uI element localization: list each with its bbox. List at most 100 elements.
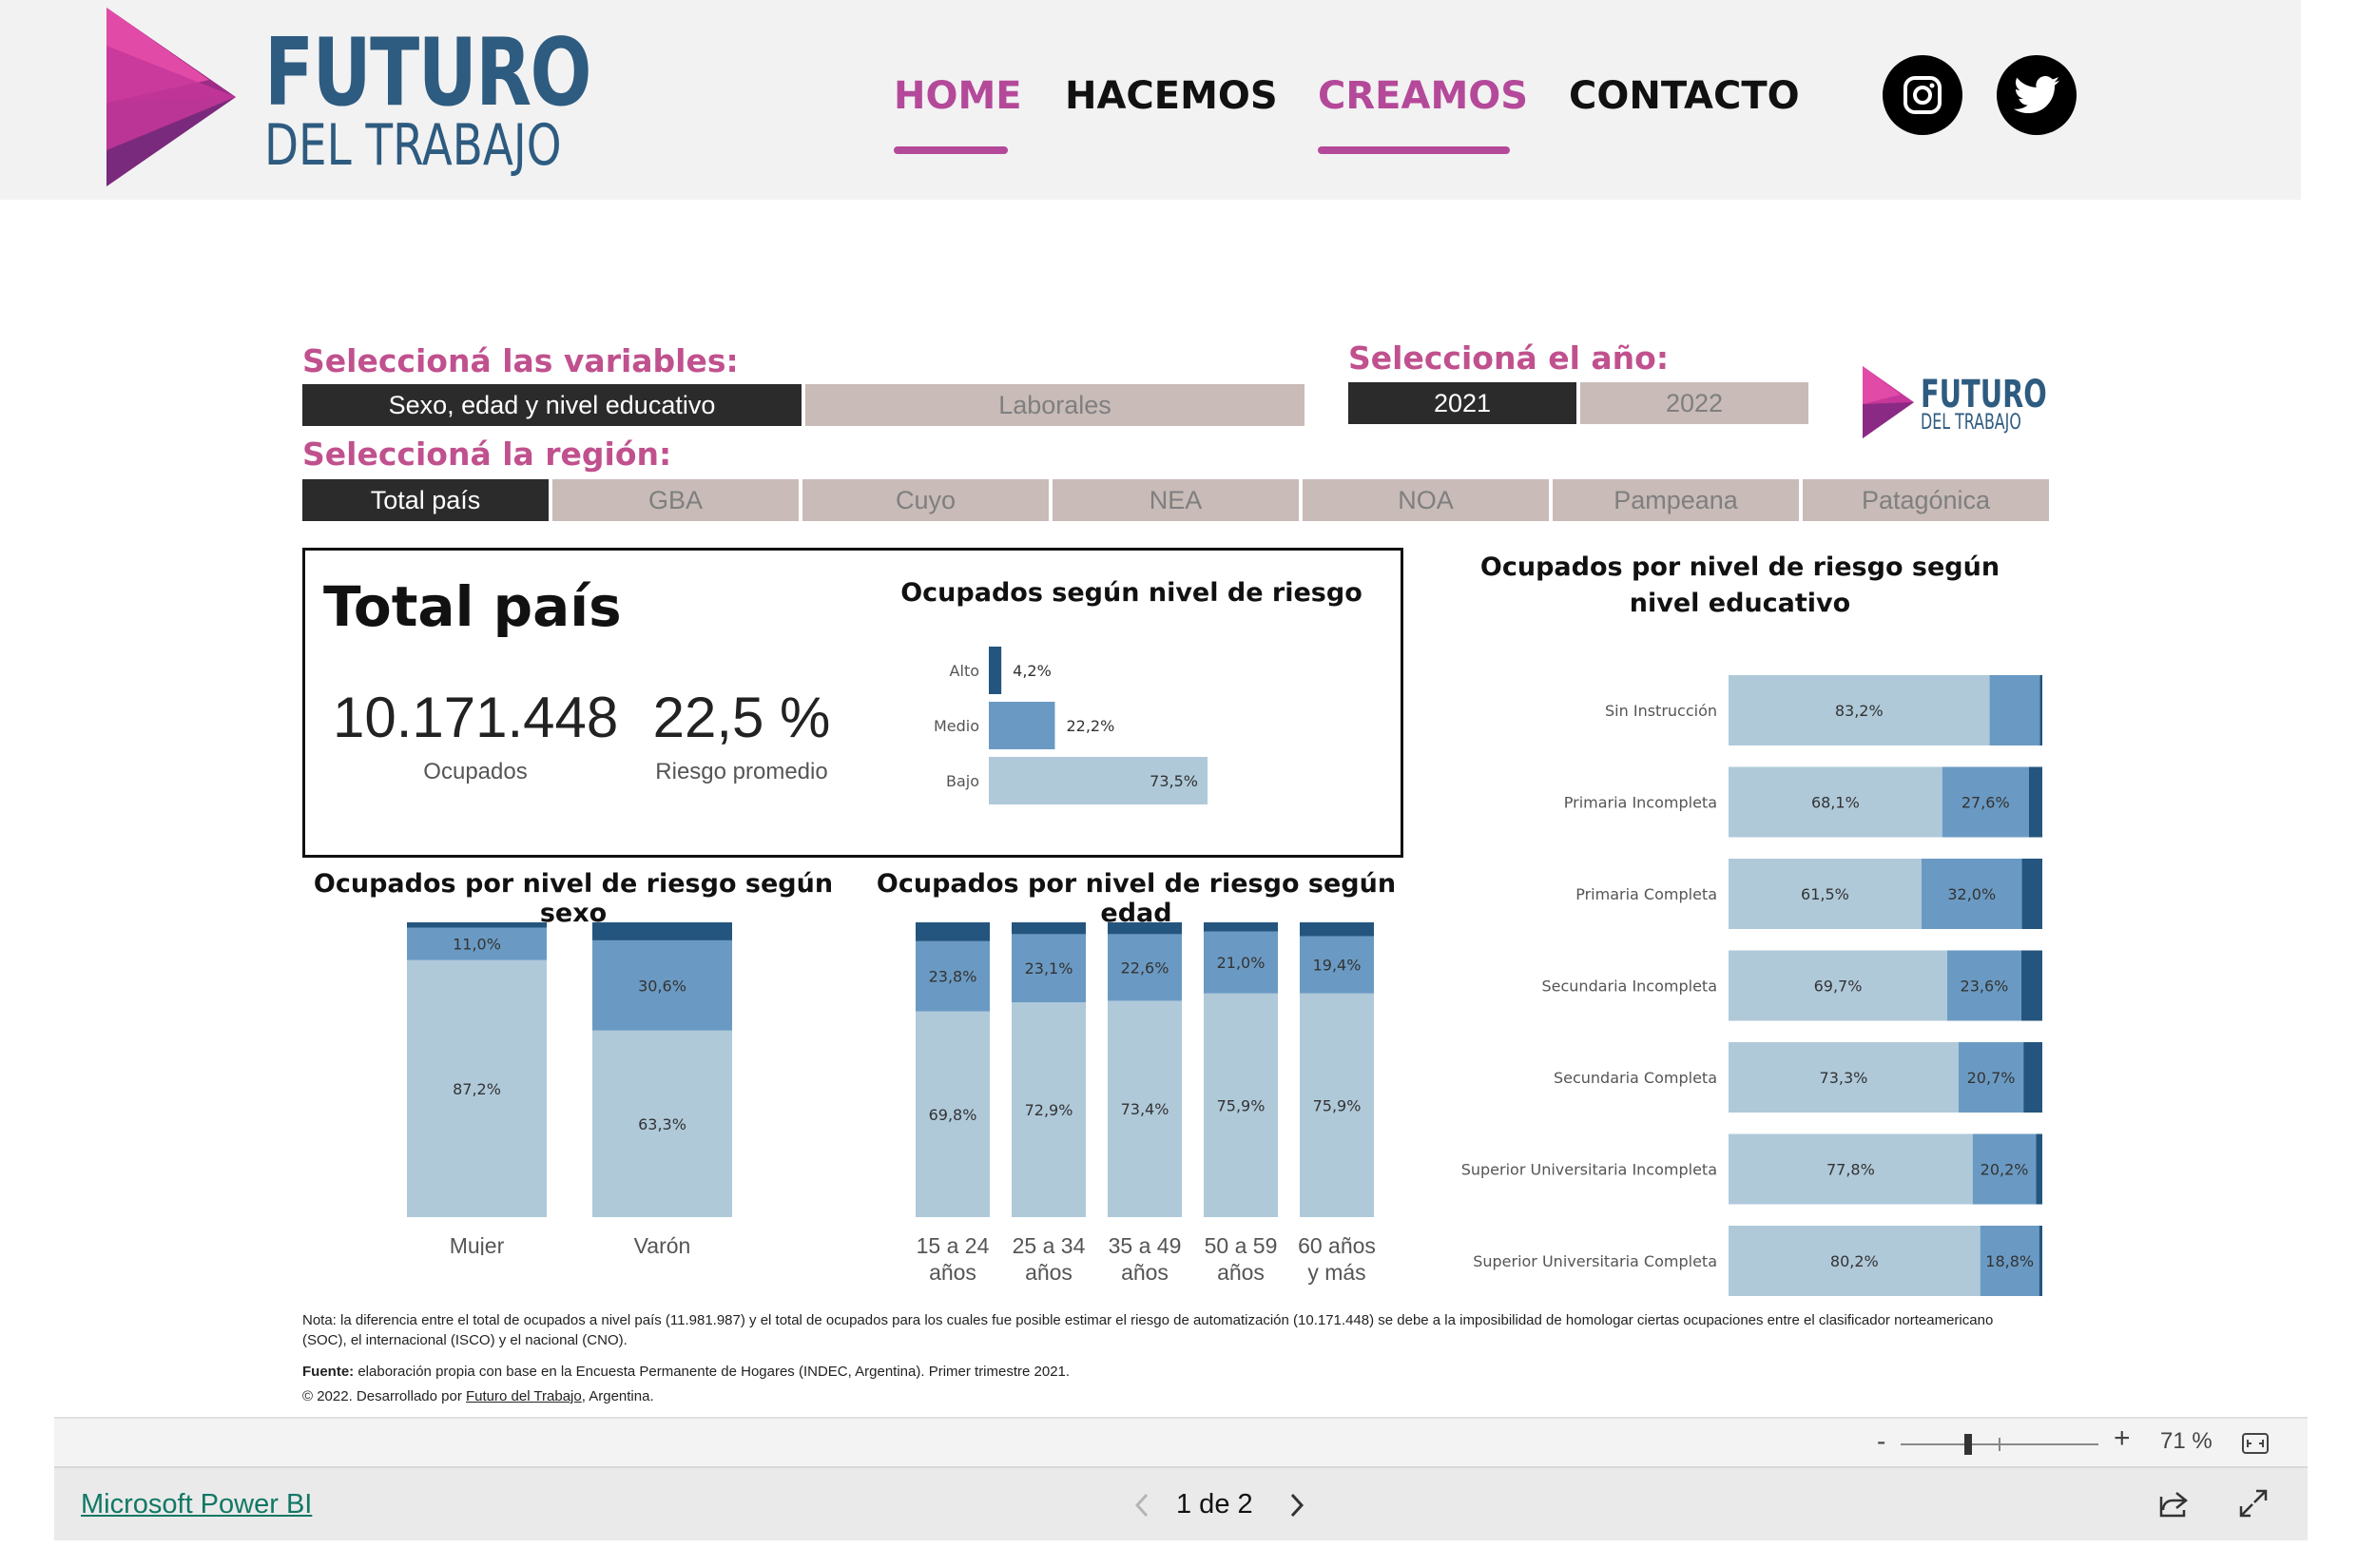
educativo-segment-alto — [2039, 1226, 2042, 1296]
nav-contacto[interactable]: CONTACTO — [1569, 74, 1800, 118]
previous-page-icon[interactable] — [1133, 1493, 1150, 1518]
stack-segment-alto — [916, 922, 990, 941]
zoom-out-button[interactable]: - — [1877, 1426, 1886, 1456]
stack-value-label: 23,1% — [1025, 959, 1073, 978]
nav-creamos[interactable]: CREAMOS — [1318, 74, 1529, 118]
educativo-segment-medio — [1921, 859, 2022, 929]
fit-to-page-icon[interactable] — [2241, 1431, 2270, 1456]
stack-segment-bajo — [916, 1011, 990, 1217]
powerbi-brand-link[interactable]: Microsoft Power BI — [81, 1489, 313, 1520]
educativo-category-label: Primaria Completa — [1575, 885, 1717, 903]
footnote-fuente-text: elaboración propia con base en la Encues… — [354, 1364, 1071, 1380]
kpi-riesgo-label: Riesgo promedio — [655, 759, 828, 784]
variable-sexo-edad-button[interactable]: Sexo, edad y nivel educativo — [302, 384, 802, 426]
year-2022-button[interactable]: 2022 — [1580, 382, 1808, 424]
kpi-ocupados-label: Ocupados — [423, 759, 528, 784]
powerbi-zoom-bar: - + 71 % — [54, 1417, 2308, 1468]
powerbi-footer: Microsoft Power BI 1 de 2 — [54, 1466, 2308, 1540]
zoom-level: 71 % — [2160, 1428, 2213, 1454]
riesgo-bar-bajo — [989, 757, 1208, 804]
page-indicator: 1 de 2 — [1176, 1489, 1253, 1520]
educativo-segment-bajo — [1729, 1042, 1959, 1113]
brand-logo-line2[interactable]: DEL TRABAJO — [264, 112, 562, 179]
stack-segment-medio — [592, 939, 732, 1031]
stack-value-label: 69,8% — [929, 1106, 977, 1124]
chart-riesgo-title: Ocupados según nivel de riesgo — [900, 578, 1362, 608]
zoom-slider-track[interactable] — [1901, 1434, 2098, 1455]
report-logo-icon — [1863, 366, 1914, 438]
stack-value-label: 75,9% — [1313, 1096, 1362, 1114]
stack-segment-alto — [407, 922, 547, 928]
category-tick-label: 15 a 24 — [917, 1233, 990, 1258]
educativo-value-label: 73,3% — [1820, 1069, 1868, 1087]
region-cuyo-button[interactable]: Cuyo — [802, 479, 1049, 521]
report-logo-line2: DEL TRABAJO — [1921, 411, 2021, 435]
footnote-fuente: Fuente: elaboración propia con base en l… — [302, 1364, 1070, 1380]
riesgo-category-label: Medio — [934, 717, 979, 735]
educativo-segment-medio — [1980, 1226, 2039, 1296]
nav-home[interactable]: HOME — [894, 74, 1022, 118]
stack-segment-medio — [1204, 931, 1278, 994]
chart-edad-title: Ocupados por nivel de riesgo según edad — [876, 869, 1397, 928]
region-patagonica-button[interactable]: Patagónica — [1803, 479, 2049, 521]
fullscreen-icon[interactable] — [2237, 1487, 2270, 1520]
nav-home-underline — [894, 146, 1008, 154]
educativo-segment-medio — [1989, 675, 2040, 745]
region-nea-button[interactable]: NEA — [1053, 479, 1299, 521]
instagram-icon[interactable] — [1883, 55, 1962, 135]
educativo-category-label: Superior Universitaria Incompleta — [1461, 1161, 1717, 1179]
share-icon[interactable] — [2157, 1487, 2190, 1520]
stack-segment-bajo — [1204, 993, 1278, 1217]
riesgo-bar-label: 4,2% — [1013, 662, 1052, 680]
educativo-segment-alto — [2036, 1133, 2042, 1205]
brand-logo-line1[interactable]: FUTURO — [264, 19, 592, 127]
educativo-segment-bajo — [1729, 950, 1948, 1021]
region-title: Seleccioná la región: — [302, 436, 672, 473]
riesgo-bar-alto — [989, 647, 1002, 694]
year-title: Seleccioná el año: — [1348, 339, 1670, 377]
year-2021-button[interactable]: 2021 — [1348, 382, 1576, 424]
zoom-slider-midtick — [1999, 1438, 2000, 1451]
copyright-prefix: © 2022. Desarrollado por — [302, 1388, 466, 1404]
twitter-icon[interactable] — [1997, 55, 2077, 135]
category-tick-label: 60 años — [1298, 1233, 1376, 1258]
futuro-del-trabajo-link[interactable]: Futuro del Trabajo — [465, 1388, 582, 1404]
stack-value-label: 21,0% — [1217, 954, 1266, 972]
chart-sexo: 87,2% 11,0% Mujer 63,3% 30,6% Varón — [407, 922, 732, 1255]
brand-logo-icon[interactable] — [95, 8, 247, 186]
region-pampeana-button[interactable]: Pampeana — [1553, 479, 1799, 521]
educativo-segment-alto — [2039, 675, 2042, 745]
educativo-value-label: 80,2% — [1830, 1252, 1879, 1270]
region-noa-button[interactable]: NOA — [1303, 479, 1549, 521]
nav-hacemos[interactable]: HACEMOS — [1065, 74, 1278, 118]
stack-segment-alto — [1204, 922, 1278, 932]
category-tick-label: 25 a 34 — [1013, 1233, 1086, 1258]
chart-educativo-title: Ocupados por nivel de riesgo según nivel… — [1479, 552, 2000, 618]
educativo-value-label: 20,7% — [1967, 1069, 2016, 1087]
category-tick-label: años — [1217, 1260, 1265, 1285]
category-tick-label: años — [1121, 1260, 1169, 1285]
educativo-value-label: 23,6% — [1961, 978, 2009, 996]
educativo-value-label: 68,1% — [1811, 794, 1860, 812]
chart-educativo: Sin Instrucción 83,2% Primaria Incompleta 6… — [1461, 675, 2042, 1296]
educativo-segment-bajo — [1729, 1226, 1981, 1296]
stack-segment-alto — [592, 922, 732, 940]
educativo-value-label: 27,6% — [1962, 794, 2010, 812]
region-total-pais-button[interactable]: Total país — [302, 479, 549, 521]
region-gba-button[interactable]: GBA — [552, 479, 799, 521]
zoom-in-button[interactable]: + — [2114, 1423, 2131, 1454]
educativo-segment-medio — [1972, 1133, 2037, 1205]
footnote-fuente-label: Fuente: — [302, 1364, 355, 1380]
stack-segment-bajo — [592, 1030, 732, 1217]
stack-value-label: 73,4% — [1121, 1100, 1169, 1118]
stack-segment-medio — [407, 927, 547, 960]
next-page-icon[interactable] — [1288, 1493, 1305, 1518]
category-tick-label: y más — [1307, 1260, 1365, 1285]
educativo-value-label: 18,8% — [1985, 1252, 2034, 1270]
kpi-ocupados-value: 10.171.448 — [333, 686, 619, 749]
educativo-value-label: 61,5% — [1801, 885, 1849, 903]
variable-laborales-button[interactable]: Laborales — [805, 384, 1304, 426]
stack-value-label: 87,2% — [453, 1080, 501, 1098]
zoom-slider-thumb[interactable] — [1963, 1434, 1972, 1455]
